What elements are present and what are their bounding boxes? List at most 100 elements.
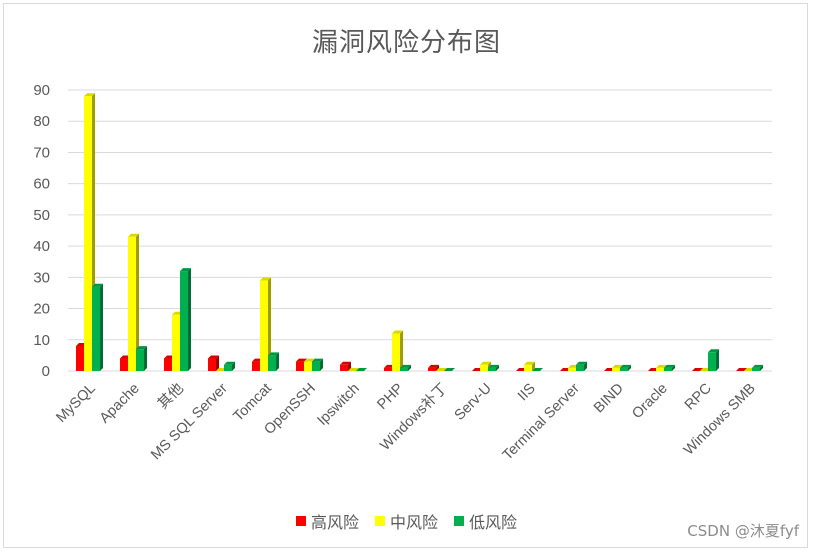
x-tick-label: MySQL	[53, 381, 98, 426]
bar-front	[752, 367, 760, 371]
bar-side	[436, 364, 439, 371]
bar-top	[480, 361, 491, 365]
bar-top	[576, 361, 587, 365]
x-tick-label: BIND	[591, 381, 627, 417]
y-tick-label: 50	[33, 207, 50, 224]
bar-side	[716, 349, 719, 371]
bar-top	[136, 346, 147, 350]
bar-side	[496, 364, 499, 371]
x-tick-label: 其他	[154, 380, 187, 413]
bar-side	[216, 355, 219, 371]
bar-1-7	[392, 330, 403, 371]
bar-2-15	[752, 364, 763, 371]
bar-front	[136, 349, 144, 371]
bar-side	[628, 364, 631, 371]
bar-top	[656, 364, 667, 368]
y-tick-label: 60	[33, 176, 50, 193]
y-tick-label: 0	[42, 363, 50, 380]
bar-side	[584, 361, 587, 371]
bar-side	[188, 268, 191, 371]
bar-top	[268, 352, 279, 356]
bar-front	[568, 367, 576, 371]
bar-top	[400, 364, 411, 368]
bar-front	[260, 280, 268, 371]
bar-side	[532, 361, 535, 371]
y-tick-label: 20	[33, 301, 50, 318]
bar-top	[752, 364, 763, 368]
bar-2-5	[312, 358, 323, 371]
bar-top	[612, 364, 623, 368]
bar-side	[760, 364, 763, 371]
bar-top	[620, 364, 631, 368]
bar-top	[304, 358, 315, 362]
legend-label-high: 高风险	[310, 513, 359, 532]
bar-top	[296, 358, 307, 362]
bar-side	[144, 346, 147, 371]
bar-side	[348, 361, 351, 371]
bar-top	[436, 368, 447, 371]
bar-2-3	[224, 361, 235, 371]
y-tick-label: 90	[33, 82, 50, 99]
bar-front	[84, 96, 92, 371]
x-tick-label: Tomcat	[230, 381, 274, 425]
legend: 高风险 中风险 低风险	[0, 509, 813, 533]
bar-front	[488, 367, 496, 371]
legend-item-high: 高风险	[295, 509, 359, 533]
bar-2-10	[532, 368, 543, 371]
bar-side	[100, 283, 103, 371]
bar-top	[128, 233, 139, 237]
x-tick-label: Ipswitch	[314, 381, 362, 429]
bar-2-12	[620, 364, 631, 371]
bar-front	[400, 367, 408, 371]
bar-front	[128, 236, 136, 371]
bar-2-9	[488, 364, 499, 371]
legend-swatch-low	[454, 516, 464, 526]
bar-front	[208, 358, 216, 371]
bar-front	[480, 364, 488, 371]
bar-top	[444, 368, 455, 371]
x-tick-label: Apache	[97, 381, 143, 427]
bar-front	[612, 367, 620, 371]
bar-0-3	[208, 355, 219, 371]
legend-swatch-high	[295, 516, 306, 526]
x-tick-label: RPC	[682, 381, 715, 414]
legend-item-low: 低风险	[454, 509, 517, 533]
bar-front	[180, 271, 188, 371]
bar-front	[296, 361, 304, 371]
bar-2-8	[444, 368, 455, 371]
bar-top	[532, 368, 543, 371]
x-tick-label: Serv-U	[452, 381, 495, 424]
bar-1-10	[524, 361, 535, 371]
x-tick-label: PHP	[374, 381, 406, 413]
bar-2-13	[664, 364, 675, 371]
bar-top	[208, 355, 219, 359]
bar-top	[180, 268, 191, 272]
y-tick-label: 30	[33, 269, 50, 286]
legend-swatch-medium	[374, 516, 385, 526]
bar-front	[76, 346, 84, 371]
bar-2-6	[356, 368, 367, 371]
bar-top	[260, 277, 271, 281]
y-tick-label: 10	[33, 332, 50, 349]
bar-top	[312, 358, 323, 362]
bar-front	[340, 364, 348, 371]
bar-0-6	[340, 361, 351, 371]
bar-front	[304, 361, 312, 371]
bar-front	[172, 314, 180, 371]
bar-1-1	[128, 233, 139, 371]
bar-0-14	[692, 368, 703, 371]
bar-front	[268, 355, 276, 371]
bar-front	[384, 367, 392, 371]
bar-top	[348, 368, 359, 371]
legend-item-medium: 中风险	[374, 509, 438, 533]
chart-title: 漏洞风险分布图	[311, 28, 501, 58]
bar-top	[392, 330, 403, 334]
bar-2-0	[92, 283, 103, 371]
bar-front	[164, 358, 172, 371]
x-tick-label: Oracle	[629, 381, 671, 423]
legend-label-medium: 中风险	[389, 513, 438, 532]
watermark: CSDN @沐夏fyf	[687, 522, 799, 540]
bar-front	[620, 367, 628, 371]
